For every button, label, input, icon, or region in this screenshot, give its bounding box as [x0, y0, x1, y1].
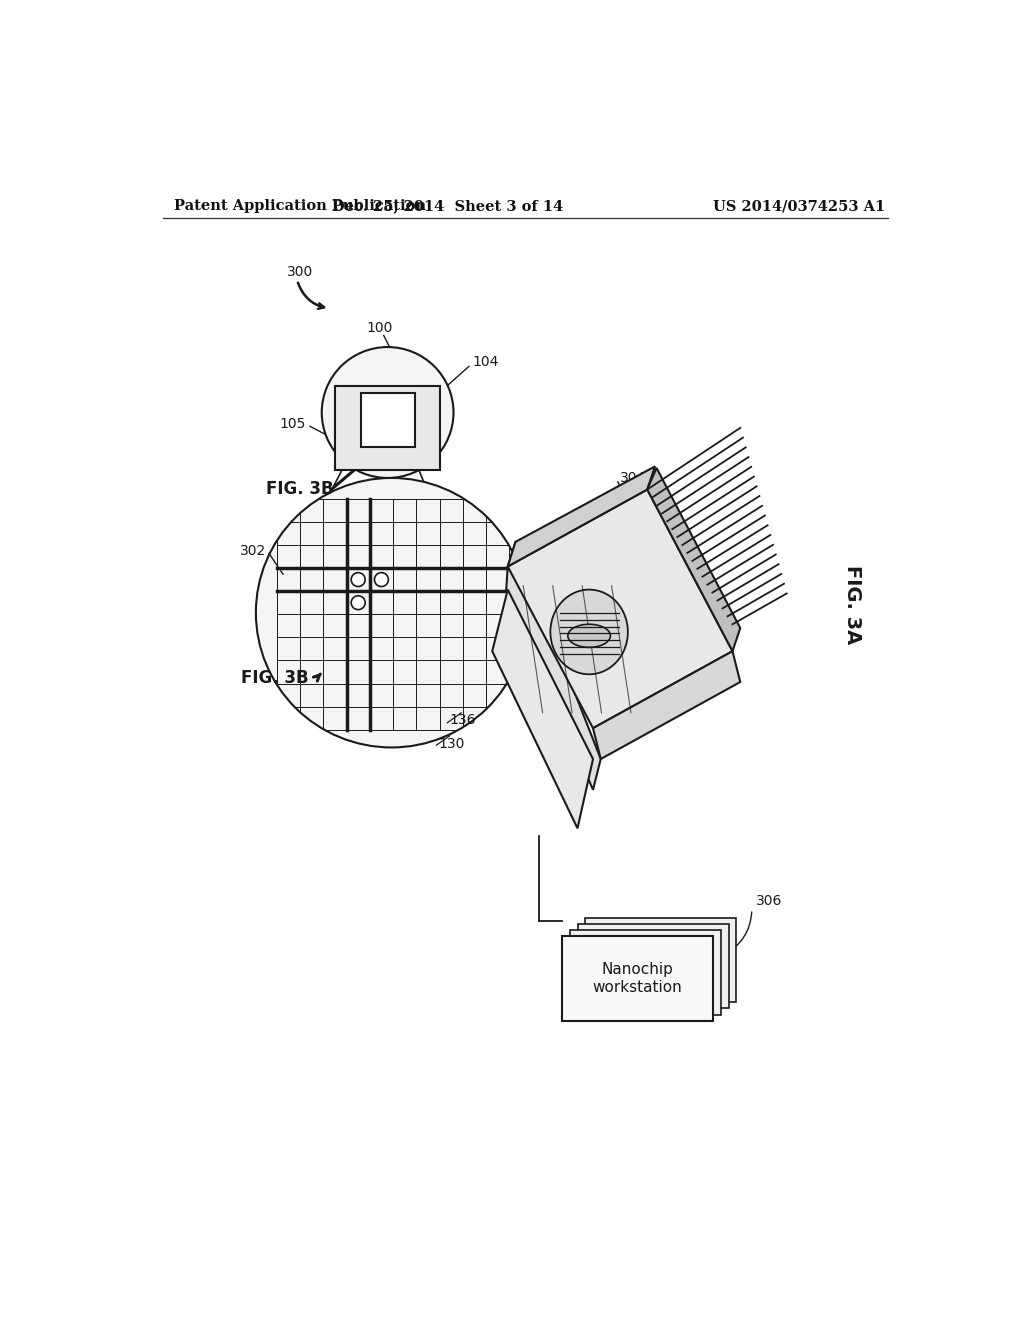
- Text: US 2014/0374253 A1: US 2014/0374253 A1: [713, 199, 886, 213]
- Text: Nanochip
workstation: Nanochip workstation: [593, 962, 682, 995]
- Text: 304: 304: [621, 471, 646, 484]
- Ellipse shape: [550, 590, 628, 675]
- Text: 302: 302: [240, 544, 266, 558]
- Circle shape: [375, 573, 388, 586]
- Text: FIG. 3A: FIG. 3A: [843, 565, 862, 644]
- Polygon shape: [493, 590, 593, 829]
- Polygon shape: [593, 651, 740, 759]
- Text: 105: 105: [280, 417, 306, 432]
- Bar: [562, 936, 713, 1020]
- Text: FIG. 3B: FIG. 3B: [242, 669, 309, 688]
- Polygon shape: [506, 543, 601, 789]
- Text: FIG. 3B: FIG. 3B: [266, 480, 334, 499]
- Text: 130: 130: [438, 737, 464, 751]
- Circle shape: [351, 595, 366, 610]
- Circle shape: [351, 573, 366, 586]
- Text: Dec. 25, 2014  Sheet 3 of 14: Dec. 25, 2014 Sheet 3 of 14: [332, 199, 563, 213]
- Text: 306: 306: [756, 895, 782, 908]
- Circle shape: [322, 347, 454, 478]
- Polygon shape: [508, 490, 732, 729]
- Text: 100: 100: [367, 321, 393, 335]
- Polygon shape: [647, 469, 740, 651]
- Bar: [586, 917, 736, 1002]
- Text: Patent Application Publication: Patent Application Publication: [174, 199, 427, 213]
- Circle shape: [256, 478, 527, 747]
- Bar: [335, 385, 440, 470]
- Ellipse shape: [568, 624, 610, 647]
- Polygon shape: [508, 466, 655, 566]
- Text: 300: 300: [287, 265, 313, 280]
- Bar: [569, 929, 721, 1015]
- Bar: [578, 924, 729, 1008]
- Bar: [360, 393, 415, 447]
- Text: 104: 104: [473, 355, 500, 370]
- Text: 136: 136: [450, 714, 476, 727]
